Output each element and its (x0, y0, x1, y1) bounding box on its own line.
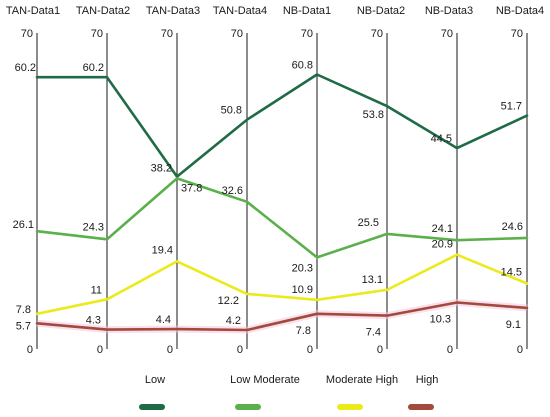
series-line-moderate-high (35, 253, 529, 316)
axis-min-label-2: 0 (167, 344, 173, 356)
axis-title-7: NB-Data4 (496, 5, 544, 17)
axis-max-label-6: 70 (441, 28, 453, 40)
axis-max-label-3: 70 (231, 28, 243, 40)
axis-max-label-4: 70 (301, 28, 313, 40)
data-label-high-3: 4.2 (226, 315, 241, 327)
series-line-low-moderate (35, 177, 529, 259)
data-label-low-moderate-7: 24.6 (502, 221, 523, 233)
legend-swatch-low (139, 404, 165, 410)
legend: Low Low Moderate Moderate High High (139, 374, 438, 410)
axis-min-label-6: 0 (447, 344, 453, 356)
axis-title-0: TAN-Data1 (6, 5, 60, 17)
data-label-moderate-high-1: 11 (91, 284, 102, 296)
axis-title-1: TAN-Data2 (76, 5, 130, 17)
data-label-low-moderate-4: 20.3 (292, 262, 313, 274)
data-label-low-moderate-1: 24.3 (83, 221, 104, 233)
data-label-low-1: 60.2 (83, 62, 104, 74)
data-label-high-0: 5.7 (16, 320, 31, 332)
series-line-high (35, 301, 529, 332)
axis-min-label-4: 0 (307, 344, 313, 356)
data-label-high-2: 4.4 (156, 314, 171, 326)
legend-swatch-moderate-high (337, 404, 363, 410)
data-label-low-7: 51.7 (501, 101, 522, 113)
data-label-low-moderate-3: 32.6 (222, 185, 243, 197)
series-high-glow (36, 299, 528, 334)
data-label-low-moderate-6: 24.1 (432, 223, 453, 235)
legend-label-low-moderate: Low Moderate (230, 374, 300, 386)
data-label-low-moderate-2: 37.8 (181, 182, 202, 194)
axis-max-label-2: 70 (161, 28, 173, 40)
axis-max-label-7: 70 (511, 28, 523, 40)
axis-min-label-3: 0 (237, 344, 243, 356)
data-label-low-2: 38.2 (151, 163, 172, 175)
axis-max-label-1: 70 (91, 28, 103, 40)
data-label-high-4: 7.8 (296, 325, 311, 337)
data-label-low-moderate-0: 26.1 (13, 219, 34, 231)
data-label-low-moderate-5: 25.5 (358, 217, 379, 229)
data-labels-group: 60.2 60.2 38.2 50.8 60.8 53.8 44.5 51.7 26.1 24.3… (13, 60, 523, 339)
axis-title-5: NB-Data2 (357, 5, 405, 17)
data-label-low-6: 44.5 (431, 133, 452, 145)
data-label-high-6: 10.3 (430, 314, 451, 326)
legend-swatch-low-moderate (235, 404, 261, 410)
data-label-high-5: 7.4 (366, 327, 381, 339)
legend-label-high: High (416, 374, 439, 386)
axes-group: TAN-Data1 70 0 TAN-Data2 70 0 TAN-Data3 70 0 TAN-… (6, 5, 544, 356)
data-label-low-5: 53.8 (363, 109, 384, 121)
data-label-moderate-high-0: 7.8 (16, 304, 31, 316)
data-label-moderate-high-4: 10.9 (292, 284, 313, 296)
data-label-low-3: 50.8 (221, 105, 242, 117)
data-label-moderate-high-5: 13.1 (362, 274, 383, 286)
data-label-moderate-high-3: 12.2 (218, 295, 239, 307)
axis-max-label-5: 70 (371, 28, 383, 40)
data-label-moderate-high-2: 19.4 (152, 244, 173, 256)
axis-title-3: TAN-Data4 (213, 5, 267, 17)
axis-min-label-1: 0 (97, 344, 103, 356)
axis-title-4: NB-Data1 (283, 5, 331, 17)
series-lines-group (35, 73, 529, 334)
series-line-low (35, 73, 529, 178)
axis-max-label-0: 70 (21, 28, 33, 40)
data-label-low-4: 60.8 (292, 60, 313, 72)
data-label-high-7: 9.1 (506, 319, 521, 331)
axis-min-label-5: 0 (377, 344, 383, 356)
data-label-high-1: 4.3 (86, 315, 101, 327)
axis-min-label-7: 0 (517, 344, 523, 356)
data-label-low-0: 60.2 (15, 62, 36, 74)
legend-label-moderate-high: Moderate High (326, 374, 398, 386)
axis-min-label-0: 0 (27, 344, 33, 356)
data-label-moderate-high-7: 14.5 (501, 267, 522, 279)
axis-title-6: NB-Data3 (425, 5, 473, 17)
legend-swatch-high (408, 404, 434, 410)
axis-title-2: TAN-Data3 (146, 5, 200, 17)
legend-label-low: Low (145, 374, 165, 386)
data-label-moderate-high-6: 20.9 (432, 239, 453, 251)
